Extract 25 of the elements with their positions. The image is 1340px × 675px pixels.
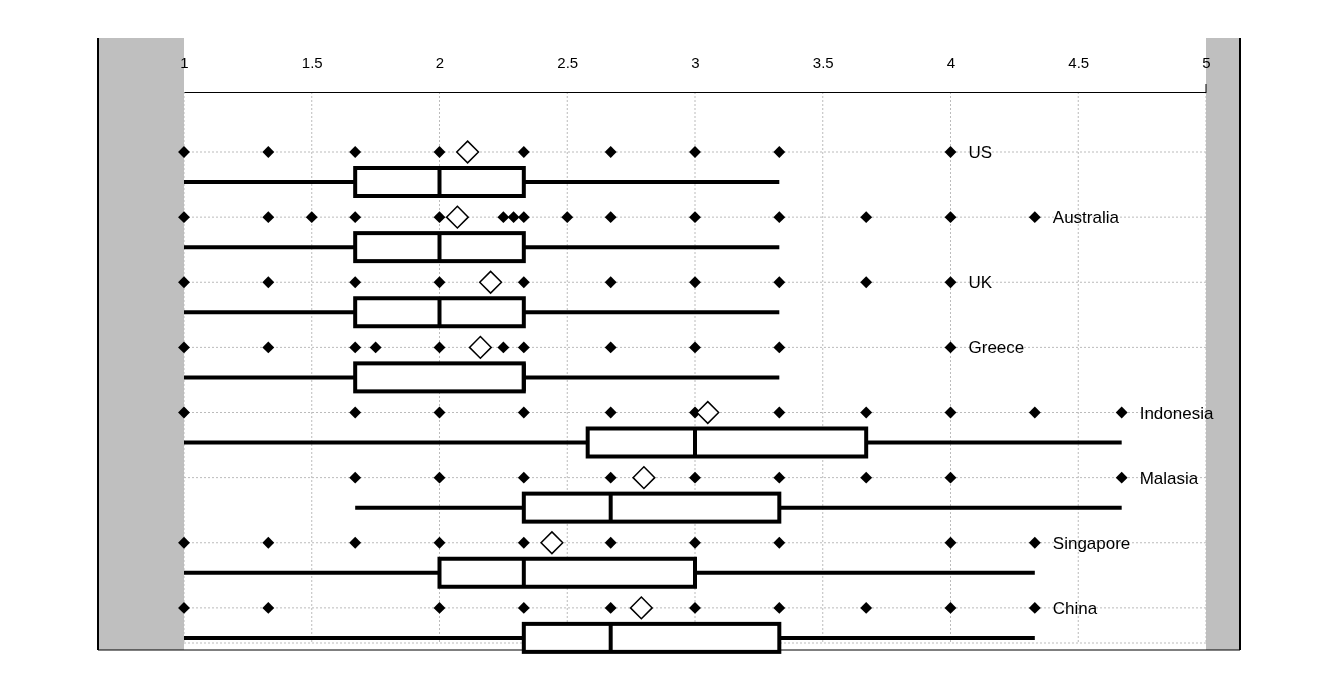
x-tick-label: 2.5 bbox=[557, 54, 579, 71]
point bbox=[456, 140, 480, 164]
y-tick-label: China bbox=[1052, 598, 1098, 618]
y-tick-label: Malasia bbox=[1139, 468, 1199, 488]
y-tick-label: Singapore bbox=[1052, 533, 1131, 553]
point bbox=[468, 335, 492, 359]
point bbox=[445, 205, 469, 229]
x-tick-label: 1 bbox=[180, 54, 189, 71]
point bbox=[696, 400, 720, 425]
x-tick-label: 3.5 bbox=[812, 54, 834, 71]
point bbox=[540, 531, 564, 555]
x-tick-label: 1.5 bbox=[301, 54, 323, 71]
y-tick-label: Greece bbox=[968, 338, 1025, 358]
y-tick-label: UK bbox=[968, 273, 993, 293]
point bbox=[629, 596, 653, 620]
x-tick-label: 4 bbox=[946, 54, 956, 71]
y-tick-label: Australia bbox=[1052, 208, 1120, 228]
y-tick-label: Indonesia bbox=[1139, 403, 1214, 423]
x-tick-label: 2 bbox=[435, 54, 445, 71]
x-tick-label: 5 bbox=[1202, 54, 1211, 71]
x-tick-label: 3 bbox=[691, 54, 700, 71]
point bbox=[632, 466, 656, 490]
y-tick-label: US bbox=[968, 143, 993, 162]
x-tick-label: 4.5 bbox=[1068, 54, 1090, 71]
point bbox=[479, 270, 503, 294]
